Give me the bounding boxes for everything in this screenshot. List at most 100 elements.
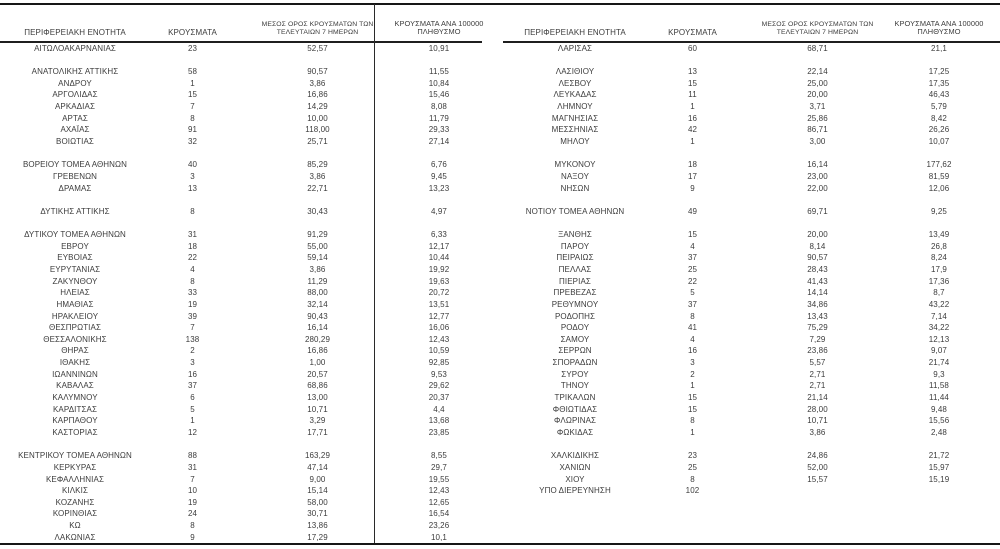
cases-cell: 25 bbox=[687, 462, 698, 472]
per-100k-cell: 23,85 bbox=[428, 427, 450, 437]
section-gap bbox=[500, 438, 1000, 450]
7day-average-cell: 14,29 bbox=[307, 102, 328, 112]
cases-cell: 15 bbox=[687, 78, 698, 88]
table-row: ΘΗΡΑΣ 2 16,86 10,59 bbox=[0, 345, 500, 357]
region-cell: ΚΑΡΠΑΘΟΥ bbox=[52, 416, 98, 426]
cases-cell: 11 bbox=[688, 90, 697, 100]
table-row: ΛΑΡΙΣΑΣ 60 68,71 21,1 bbox=[500, 43, 1000, 55]
7day-average-cell: 11,29 bbox=[307, 276, 328, 286]
table-row: ΤΡΙΚΑΛΩΝ 15 21,14 11,44 bbox=[500, 392, 1000, 404]
region-cell: ΚΑΡΔΙΤΣΑΣ bbox=[53, 404, 97, 414]
7day-average-cell: 3,86 bbox=[309, 78, 326, 88]
per-100k-cell: 12,65 bbox=[428, 497, 450, 507]
cases-cell: 60 bbox=[687, 43, 698, 53]
table-row: ΧΑΝΙΩΝ 25 52,00 15,97 bbox=[500, 462, 1000, 474]
regional-cases-table-left: ΠΕΡΙΦΕΡΕΙΑΚΗ ΕΝΟΤΗΤΑ ΚΡΟΥΣΜΑΤΑ ΜΕΣΟΣ ΟΡΟ… bbox=[0, 16, 500, 543]
per-100k-cell: 10,07 bbox=[928, 136, 950, 146]
cases-cell: 25 bbox=[687, 264, 698, 274]
table-row: ΑΡΤΑΣ 8 10,00 11,79 bbox=[0, 112, 500, 124]
table-row: ΚΟΖΑΝΗΣ 19 58,00 12,65 bbox=[0, 496, 500, 508]
cases-cell: 9 bbox=[190, 532, 195, 542]
7day-average-cell: 20,00 bbox=[807, 90, 828, 100]
region-cell: ΜΥΚΟΝΟΥ bbox=[554, 160, 596, 170]
region-cell: ΡΟΔΟΥ bbox=[560, 323, 590, 333]
table-row: ΑΝΔΡΟΥ 1 3,86 10,84 bbox=[0, 77, 500, 89]
7day-average-cell: 90,57 bbox=[307, 67, 328, 77]
column-header-cases: ΚΡΟΥΣΜΑΤΑ bbox=[650, 16, 735, 40]
cases-cell: 3 bbox=[190, 358, 195, 368]
cases-cell: 37 bbox=[687, 299, 698, 309]
column-header-per-100k-line2: ΠΛΗΘΥΣΜΟ bbox=[417, 27, 461, 37]
cases-cell: 49 bbox=[687, 206, 698, 216]
table-row: ΦΘΙΩΤΙΔΑΣ 15 28,00 9,48 bbox=[500, 403, 1000, 415]
per-100k-cell: 92,85 bbox=[428, 358, 450, 368]
region-cell: ΚΕΦΑΛΛΗΝΙΑΣ bbox=[45, 474, 104, 484]
region-cell: ΛΗΜΝΟΥ bbox=[557, 102, 593, 112]
section-gap bbox=[0, 147, 500, 159]
table-row: ΛΑΣΙΘΙΟΥ 13 22,14 17,25 bbox=[500, 66, 1000, 78]
7day-average-cell: 10,71 bbox=[807, 416, 828, 426]
table-row: ΧΙΟΥ 8 15,57 15,19 bbox=[500, 473, 1000, 485]
cases-cell: 16 bbox=[187, 369, 198, 379]
table-row: ΛΑΚΩΝΙΑΣ 9 17,29 10,1 bbox=[0, 531, 500, 543]
per-100k-cell: 19,55 bbox=[428, 474, 450, 484]
per-100k-cell: 12,17 bbox=[428, 241, 450, 251]
table-row: ΑΡΚΑΔΙΑΣ 7 14,29 8,08 bbox=[0, 101, 500, 113]
table-row: ΠΕΛΛΑΣ 25 28,43 17,9 bbox=[500, 264, 1000, 276]
7day-average-cell: 16,86 bbox=[307, 346, 328, 356]
7day-average-cell: 20,00 bbox=[807, 230, 828, 240]
per-100k-cell: 9,3 bbox=[933, 369, 945, 379]
cases-cell: 3 bbox=[690, 358, 695, 368]
per-100k-cell: 12,13 bbox=[928, 334, 950, 344]
column-header-cases-label: ΚΡΟΥΣΜΑΤΑ bbox=[168, 28, 217, 37]
table-row: ΛΕΣΒΟΥ 15 25,00 17,35 bbox=[500, 77, 1000, 89]
table-row: ΚΑΒΑΛΑΣ 37 68,86 29,62 bbox=[0, 380, 500, 392]
region-cell: ΙΘΑΚΗΣ bbox=[59, 358, 91, 368]
per-100k-cell: 11,79 bbox=[429, 113, 449, 123]
region-cell: ΧΑΝΙΩΝ bbox=[559, 462, 591, 472]
per-100k-cell: 21,72 bbox=[928, 451, 950, 461]
region-cell: ΥΠΟ ΔΙΕΡΕΥΝΗΣΗ bbox=[539, 486, 611, 496]
cases-cell: 1 bbox=[690, 102, 695, 112]
cases-cell: 15 bbox=[687, 404, 698, 414]
region-cell: ΘΗΡΑΣ bbox=[61, 346, 89, 356]
cases-cell: 22 bbox=[687, 276, 698, 286]
region-cell: ΕΥΒΟΙΑΣ bbox=[57, 253, 93, 263]
table-row: ΔΥΤΙΚΟΥ ΤΟΜΕΑ ΑΘΗΝΩΝ 31 91,29 6,33 bbox=[0, 229, 500, 241]
column-header-7day-average-line2: ΤΕΛΕΥΤΑΙΩΝ 7 ΗΜΕΡΩΝ bbox=[776, 28, 859, 36]
table-row: ΚΕΝΤΡΙΚΟΥ ΤΟΜΕΑ ΑΘΗΝΩΝ 88 163,29 8,55 bbox=[0, 450, 500, 462]
table-row: ΝΗΣΩΝ 9 22,00 12,06 bbox=[500, 182, 1000, 194]
region-cell: ΕΒΡΟΥ bbox=[61, 241, 89, 251]
cases-cell: 37 bbox=[187, 381, 198, 391]
cases-cell: 16 bbox=[687, 346, 698, 356]
region-cell: ΠΙΕΡΙΑΣ bbox=[559, 276, 591, 286]
region-cell: ΧΙΟΥ bbox=[565, 474, 585, 484]
region-cell: ΕΥΡΥΤΑΝΙΑΣ bbox=[49, 264, 101, 274]
region-cell: ΛΕΥΚΑΔΑΣ bbox=[553, 90, 597, 100]
table-row: ΖΑΚΥΝΘΟΥ 8 11,29 19,63 bbox=[0, 275, 500, 287]
region-cell: ΒΟΡΕΙΟΥ ΤΟΜΕΑ ΑΘΗΝΩΝ bbox=[22, 160, 128, 170]
per-100k-cell: 15,56 bbox=[928, 416, 950, 426]
column-header-per-100k: ΚΡΟΥΣΜΑΤΑ ΑΝΑ 100000 ΠΛΗΘΥΣΜΟ bbox=[878, 16, 1000, 40]
table-row: ΚΟΡΙΝΘΙΑΣ 24 30,71 16,54 bbox=[0, 508, 500, 520]
table-row: ΛΗΜΝΟΥ 1 3,71 5,79 bbox=[500, 101, 1000, 113]
per-100k-cell bbox=[878, 485, 1000, 497]
7day-average-cell: 25,71 bbox=[307, 136, 328, 146]
region-cell: ΠΕΙΡΑΙΩΣ bbox=[556, 253, 594, 263]
7day-average-cell: 3,29 bbox=[309, 416, 326, 426]
table-row: ΔΡΑΜΑΣ 13 22,71 13,23 bbox=[0, 182, 500, 194]
7day-average-cell: 14,14 bbox=[807, 288, 828, 298]
cases-cell: 24 bbox=[187, 509, 198, 519]
table-row: ΚΑΡΔΙΤΣΑΣ 5 10,71 4,4 bbox=[0, 403, 500, 415]
column-header-per-100k: ΚΡΟΥΣΜΑΤΑ ΑΝΑ 100000 ΠΛΗΘΥΣΜΟ bbox=[378, 16, 500, 40]
table-row: ΑΝΑΤΟΛΙΚΗΣ ΑΤΤΙΚΗΣ 58 90,57 11,55 bbox=[0, 66, 500, 78]
column-header-per-100k-line1: ΚΡΟΥΣΜΑΤΑ ΑΝΑ 100000 bbox=[394, 18, 484, 28]
7day-average-cell: 2,71 bbox=[809, 381, 826, 391]
table-row: ΧΑΛΚΙΔΙΚΗΣ 23 24,86 21,72 bbox=[500, 450, 1000, 462]
7day-average-cell: 55,00 bbox=[307, 241, 328, 251]
column-header-7day-average-line2: ΤΕΛΕΥΤΑΙΩΝ 7 ΗΜΕΡΩΝ bbox=[276, 28, 359, 36]
column-header-cases: ΚΡΟΥΣΜΑΤΑ bbox=[150, 16, 235, 40]
per-100k-cell: 10,44 bbox=[428, 253, 450, 263]
table-row: ΦΩΚΙΔΑΣ 1 3,86 2,48 bbox=[500, 427, 1000, 439]
